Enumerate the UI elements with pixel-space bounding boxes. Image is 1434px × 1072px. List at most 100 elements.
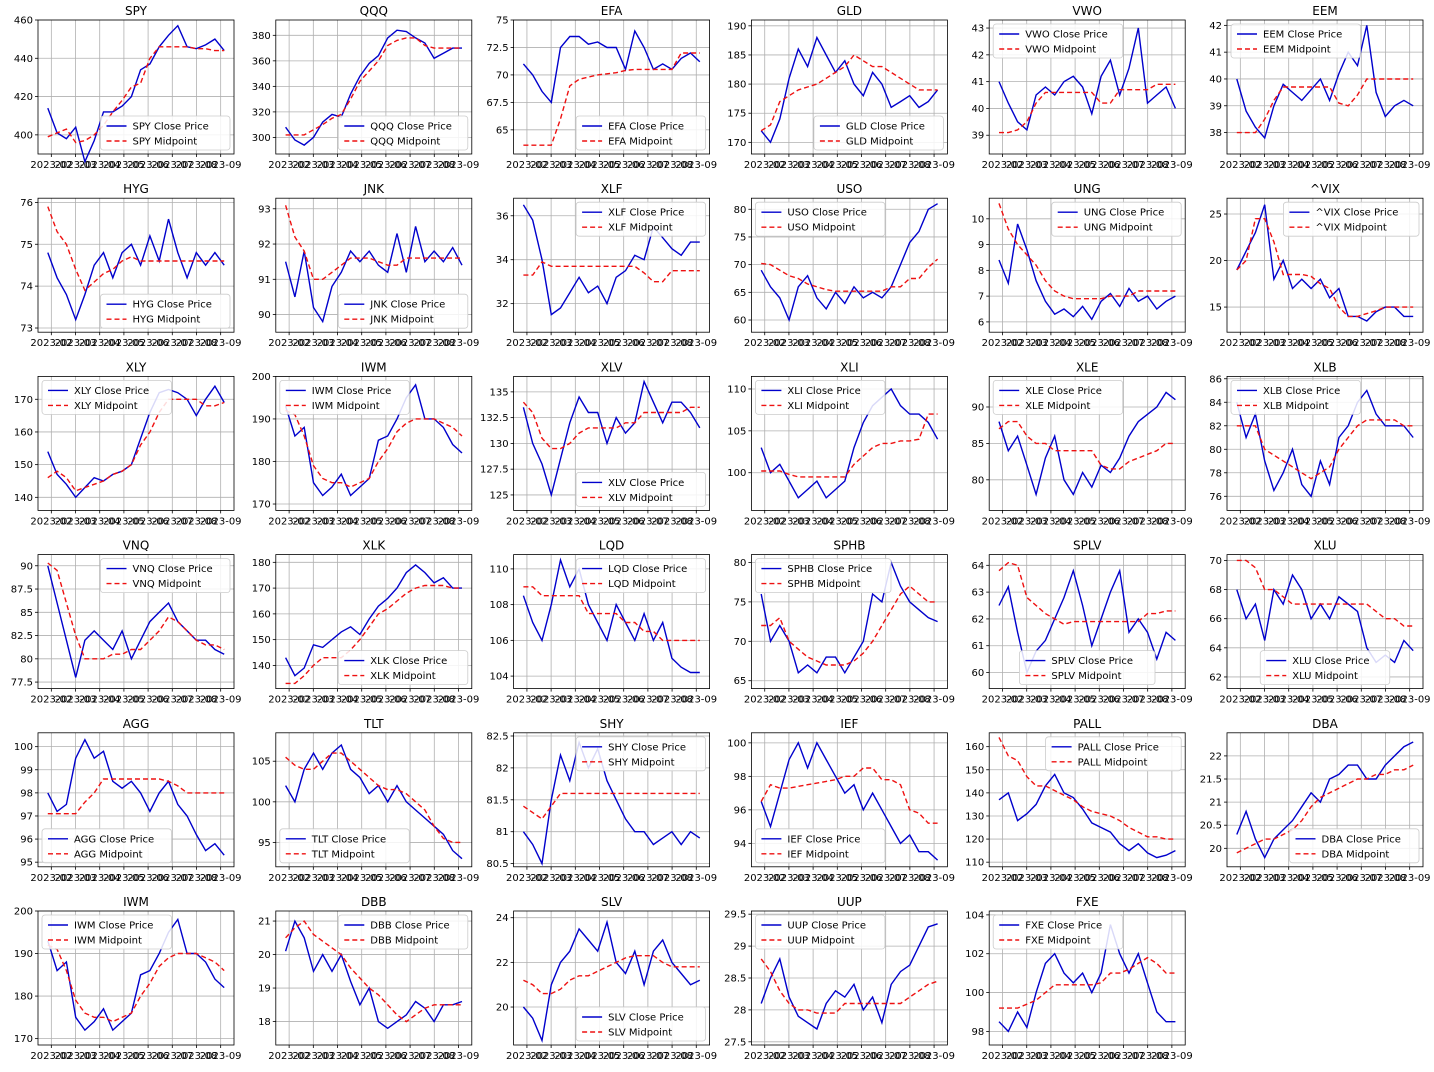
x-tick-label: 2023-09 — [200, 160, 242, 171]
axes-frame — [751, 19, 948, 155]
legend-midpoint-label: XLV Midpoint — [608, 493, 673, 504]
midpoint-line — [761, 585, 938, 666]
x-tick-label: 2023-04 — [792, 1051, 834, 1062]
legend-midpoint-label: LQD Midpoint — [608, 579, 676, 590]
y-tick-label: 20 — [1209, 256, 1222, 267]
close-price-line — [522, 29, 701, 105]
x-tick-label: 2023-09 — [1389, 516, 1431, 527]
y-tick-label: 80 — [20, 654, 33, 665]
legend: EEM Close Price EEM Midpoint — [1230, 23, 1361, 59]
y-tick-label: 130 — [965, 811, 984, 822]
subplot-title: USO — [836, 182, 862, 196]
legend-box — [100, 293, 231, 329]
legend: UNG Close Price UNG Midpoint — [1051, 201, 1182, 237]
legend-close-label: XLI Close Price — [787, 386, 860, 397]
axes-frame — [751, 732, 948, 868]
x-tick-label: 2023-02 — [982, 338, 1024, 349]
legend-close-label: XLU Close Price — [1292, 656, 1369, 667]
x-tick-label: 2023-08 — [651, 160, 693, 171]
x-tick-label: 2023-07 — [389, 516, 431, 527]
subplot-xlu: XLU62646668702023-022023-032023-042023-0… — [1209, 539, 1430, 706]
x-tick-label: 2023-05 — [103, 1051, 145, 1062]
x-tick-label: 2023-02 — [30, 160, 72, 171]
x-tick-label: 2023-08 — [413, 873, 455, 884]
legend-box — [755, 379, 886, 415]
axes-frame — [513, 910, 710, 1046]
x-tick-label: 2023-02 — [744, 516, 786, 527]
x-tick-label: 2023-02 — [30, 873, 72, 884]
y-tick-label: 93 — [258, 204, 271, 215]
x-tick-label: 2023-04 — [1030, 516, 1072, 527]
y-tick-label: 127.5 — [480, 465, 509, 476]
legend-close-label: UUP Close Price — [787, 921, 866, 932]
x-tick-label: 2023-04 — [317, 1051, 359, 1062]
x-tick-label: 2023-02 — [744, 160, 786, 171]
y-tick-label: 20 — [496, 1003, 509, 1014]
legend-midpoint-label: QQQ Midpoint — [370, 137, 440, 148]
legend-box — [337, 914, 469, 950]
legend: IWM Close Price IWM Midpoint — [279, 379, 410, 415]
subplot-iwm: IWM1701801902002023-022023-032023-042023… — [252, 360, 480, 527]
y-tick-label: 64 — [1209, 643, 1222, 654]
y-tick-label: 60 — [734, 316, 747, 327]
x-tick-label: 2023-09 — [675, 160, 717, 171]
midpoint-line — [998, 561, 1176, 626]
x-tick-label: 2023-04 — [1030, 1051, 1072, 1062]
y-tick-label: 100 — [727, 468, 746, 479]
x-tick-label: 2023-03 — [55, 160, 97, 171]
axes-frame — [1226, 375, 1424, 511]
close-price-line — [1236, 204, 1414, 322]
legend: XLI Close Price XLI Midpoint — [755, 379, 886, 415]
y-tick-label: 120 — [965, 835, 984, 846]
axes-frame — [37, 910, 235, 1046]
legend-midpoint-label: ^VIX Midpoint — [1315, 223, 1387, 234]
subplot-title: GLD — [837, 4, 862, 18]
x-tick-label: 2023-07 — [1340, 695, 1382, 706]
y-tick-label: 70 — [1209, 556, 1222, 567]
x-tick-label: 2023-04 — [317, 873, 359, 884]
axes-frame — [1226, 732, 1424, 868]
y-tick-label: 98 — [20, 788, 33, 799]
subplot-hyg: HYG737475762023-022023-032023-042023-052… — [20, 182, 241, 349]
midpoint-line — [47, 206, 225, 292]
subplot-title: UNG — [1074, 182, 1101, 196]
y-tick-label: 15 — [1209, 303, 1222, 314]
x-tick-label: 2023-09 — [913, 160, 955, 171]
legend-close-label: SPLV Close Price — [1051, 656, 1133, 667]
y-tick-label: 99 — [20, 765, 33, 776]
x-tick-label: 2023-03 — [1244, 338, 1286, 349]
legend: QQQ Close Price QQQ Midpoint — [337, 115, 469, 151]
legend-close-label: SPY Close Price — [133, 122, 209, 133]
x-tick-label: 2023-04 — [79, 1051, 121, 1062]
y-tick-label: 85 — [20, 608, 33, 619]
x-tick-label: 2023-04 — [79, 695, 121, 706]
legend: XLE Close Price XLE Midpoint — [992, 379, 1124, 415]
x-tick-label: 2023-07 — [1340, 873, 1382, 884]
y-tick-label: 75 — [496, 16, 509, 27]
x-tick-label: 2023-04 — [792, 516, 834, 527]
x-tick-label: 2023-05 — [1054, 873, 1096, 884]
axes-frame — [275, 19, 473, 155]
x-tick-label: 2023-07 — [151, 338, 193, 349]
x-tick-label: 2023-03 — [292, 1051, 334, 1062]
x-tick-label: 2023-08 — [651, 695, 693, 706]
y-tick-label: 190 — [252, 414, 271, 425]
subplot-dbb: DBB181920212023-022023-032023-042023-052… — [258, 895, 479, 1062]
x-tick-label: 2023-07 — [151, 516, 193, 527]
y-tick-label: 40 — [971, 104, 984, 115]
x-tick-label: 2023-05 — [103, 695, 145, 706]
legend: FXE Close Price FXE Midpoint — [992, 914, 1124, 950]
x-tick-label: 2023-05 — [1292, 873, 1334, 884]
midpoint-line — [760, 767, 938, 824]
x-tick-label: 2023-06 — [127, 338, 169, 349]
y-tick-label: 170 — [14, 395, 33, 406]
y-tick-label: 150 — [14, 460, 33, 471]
legend: XLU Close Price XLU Midpoint — [1259, 650, 1391, 685]
subplot-tlt: TLT951001052023-022023-032023-042023-052… — [252, 717, 480, 884]
legend-box — [755, 828, 886, 864]
x-tick-label: 2023-02 — [268, 338, 310, 349]
y-tick-label: 9 — [978, 240, 984, 251]
legend-close-label: GLD Close Price — [846, 122, 925, 133]
y-tick-label: 41 — [1209, 48, 1222, 59]
